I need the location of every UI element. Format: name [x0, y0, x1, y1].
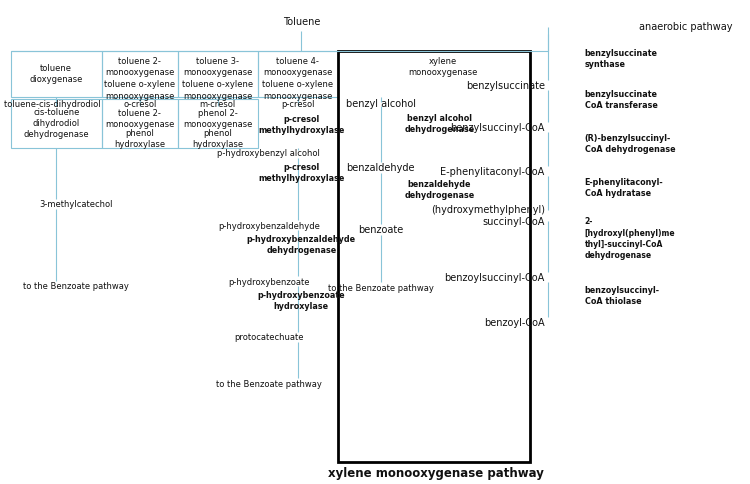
Text: p-cresol
methylhydroxylase: p-cresol methylhydroxylase: [258, 115, 344, 135]
Bar: [258, 51, 338, 97]
Text: benzyl alcohol: benzyl alcohol: [346, 99, 416, 109]
Bar: [102, 99, 178, 148]
Text: benzaldehyde: benzaldehyde: [346, 164, 415, 173]
Text: benzylsuccinate: benzylsuccinate: [466, 81, 544, 91]
Text: to the Benzoate pathway: to the Benzoate pathway: [23, 282, 129, 291]
Bar: [11, 99, 102, 148]
Text: toluene 2-
monooxygenase: toluene 2- monooxygenase: [105, 57, 175, 77]
Text: E-phenylitaconyl-CoA: E-phenylitaconyl-CoA: [440, 167, 544, 177]
Text: to the Benzoate pathway: to the Benzoate pathway: [328, 284, 434, 293]
Text: toluene-​cis-dihydrodiol: toluene-​cis-dihydrodiol: [4, 100, 100, 108]
Text: E-phenylitaconyl-
CoA hydratase: E-phenylitaconyl- CoA hydratase: [585, 178, 663, 198]
Text: toluene ​o-xylene
monooxygenase: toluene ​o-xylene monooxygenase: [104, 80, 176, 101]
Text: toluene
dioxygenase: toluene dioxygenase: [29, 64, 83, 84]
Text: phenol 2-
monooxygenase: phenol 2- monooxygenase: [183, 108, 253, 129]
Text: p-hydroxybenzyl alcohol: p-hydroxybenzyl alcohol: [217, 150, 320, 158]
Text: cis-toluene
dihydrodiol
dehydrogenase: cis-toluene dihydrodiol dehydrogenase: [23, 108, 89, 139]
Text: p-cresol
methylhydroxylase: p-cresol methylhydroxylase: [258, 163, 344, 183]
Text: Toluene: Toluene: [283, 17, 320, 27]
Text: m-cresol: m-cresol: [200, 100, 236, 108]
Text: benzylsuccinyl-CoA: benzylsuccinyl-CoA: [450, 123, 544, 133]
Text: protocatechuate: protocatechuate: [234, 333, 304, 342]
Text: benzylsuccinate
CoA transferase: benzylsuccinate CoA transferase: [585, 90, 658, 110]
Bar: [178, 99, 258, 148]
Text: 2-
[hydroxyl(phenyl)me
thyl]-succinyl-CoA
dehydrogenase: 2- [hydroxyl(phenyl)me thyl]-succinyl-Co…: [585, 217, 675, 260]
Text: toluene 3-
monooxygenase: toluene 3- monooxygenase: [183, 57, 253, 77]
Text: toluene ​o-xylene
monooxygenase: toluene ​o-xylene monooxygenase: [262, 80, 333, 101]
Text: to the Benzoate pathway: to the Benzoate pathway: [216, 380, 322, 389]
Bar: [178, 51, 258, 97]
Text: xylene monooxygenase pathway: xylene monooxygenase pathway: [328, 467, 544, 480]
Text: toluene 2-
monooxygenase: toluene 2- monooxygenase: [105, 108, 175, 129]
Text: benzyl alcohol
dehydrogenase: benzyl alcohol dehydrogenase: [404, 114, 475, 135]
Text: 3-methylcatechol: 3-methylcatechol: [40, 200, 113, 209]
Text: p-hydroxybenzaldehyde: p-hydroxybenzaldehyde: [217, 222, 320, 231]
Text: p-cresol: p-cresol: [281, 100, 314, 108]
Text: p-hydroxybenzoate: p-hydroxybenzoate: [228, 278, 310, 287]
Bar: [338, 51, 530, 462]
Text: xylene
monooxygenase: xylene monooxygenase: [408, 57, 478, 77]
Text: o-cresol: o-cresol: [123, 100, 157, 108]
Text: toluene 4-
monooxygenase: toluene 4- monooxygenase: [263, 57, 332, 77]
Text: benzoyl-CoA: benzoyl-CoA: [484, 318, 544, 328]
Text: (R)-benzylsuccinyl-
CoA dehydrogenase: (R)-benzylsuccinyl- CoA dehydrogenase: [585, 134, 675, 154]
Text: p-hydroxybenzoate
hydroxylase: p-hydroxybenzoate hydroxylase: [257, 291, 345, 311]
Text: phenol
hydroxylase: phenol hydroxylase: [192, 129, 244, 149]
Bar: [102, 51, 178, 97]
Text: benzoylsuccinyl-CoA: benzoylsuccinyl-CoA: [445, 273, 544, 283]
Text: toluene ​o-xylene
monooxygenase: toluene ​o-xylene monooxygenase: [182, 80, 254, 101]
Text: benzaldehyde
dehydrogenase: benzaldehyde dehydrogenase: [404, 180, 475, 200]
Text: benzoate: benzoate: [358, 226, 404, 235]
Text: phenol
hydroxylase: phenol hydroxylase: [114, 129, 165, 149]
Text: anaerobic pathway: anaerobic pathway: [639, 22, 733, 31]
Text: benzylsuccinate
synthase: benzylsuccinate synthase: [585, 49, 658, 69]
Text: benzoylsuccinyl-
CoA thiolase: benzoylsuccinyl- CoA thiolase: [585, 286, 660, 306]
Bar: [11, 51, 102, 97]
Text: (hydroxymethylphenyl)
succinyl-CoA: (hydroxymethylphenyl) succinyl-CoA: [430, 205, 544, 227]
Text: p-hydroxybenzaldehyde
dehydrogenase: p-hydroxybenzaldehyde dehydrogenase: [247, 235, 356, 256]
